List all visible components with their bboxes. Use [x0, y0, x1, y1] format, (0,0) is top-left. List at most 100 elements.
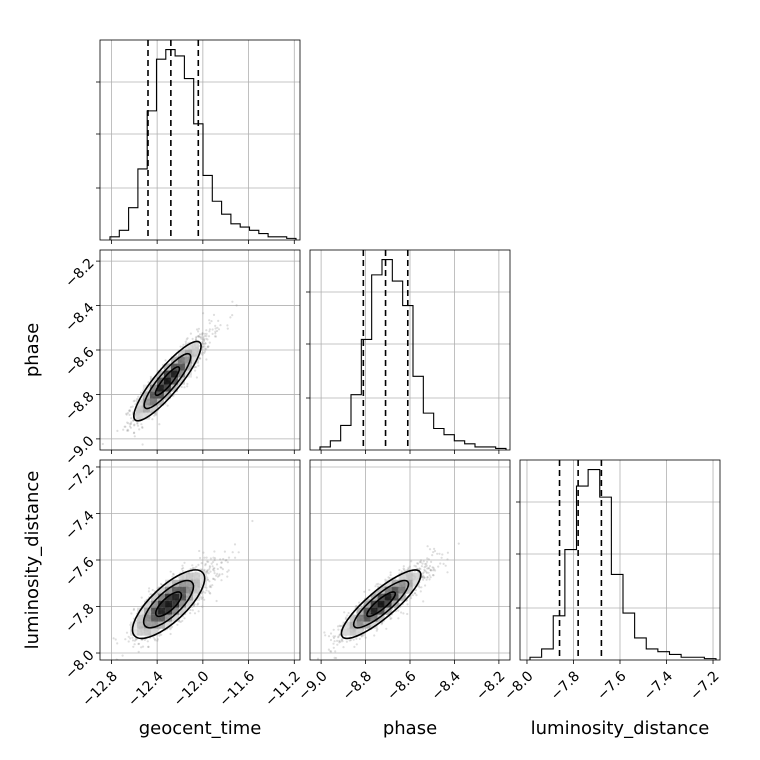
sample-point	[204, 591, 207, 594]
y-axis-label: luminosity_distance	[22, 471, 43, 650]
sample-point	[206, 338, 209, 341]
sample-point	[199, 556, 202, 560]
sample-point	[429, 569, 432, 572]
sample-point	[224, 559, 227, 562]
sample-point	[428, 565, 432, 568]
density-cell	[165, 600, 173, 608]
sample-point	[133, 639, 136, 642]
density-cell	[172, 600, 180, 608]
sample-point	[406, 612, 409, 616]
sample-point	[213, 335, 217, 338]
sample-point	[205, 329, 208, 332]
sample-point	[403, 568, 406, 571]
sample-point	[164, 359, 167, 362]
panel-content	[100, 460, 300, 660]
sample-point	[176, 623, 179, 626]
sample-point	[133, 643, 136, 646]
sample-point	[196, 603, 199, 606]
sample-point	[218, 573, 221, 576]
sample-point	[446, 571, 449, 574]
sample-point	[330, 650, 333, 653]
sample-point	[202, 337, 206, 341]
density-cell	[165, 607, 173, 615]
sample-point	[132, 432, 136, 435]
density-cell	[142, 412, 150, 420]
sample-point	[126, 428, 129, 431]
panel-content	[310, 460, 510, 660]
sample-point	[225, 559, 228, 562]
sample-point	[200, 596, 203, 599]
sample-point	[377, 582, 380, 586]
sample-point	[151, 418, 154, 421]
x-tick-label: −7.4	[641, 668, 676, 703]
density-cell	[172, 607, 180, 615]
sample-point	[424, 584, 427, 587]
sample-point	[195, 565, 198, 568]
sample-point	[215, 563, 219, 566]
sample-point	[210, 320, 213, 323]
sample-point	[189, 332, 192, 335]
sample-point	[125, 412, 128, 415]
y-tick-label: −7.4	[62, 508, 97, 543]
sample-point	[186, 385, 189, 388]
sample-point	[197, 330, 200, 333]
sample-point	[207, 572, 210, 575]
x-tick-label: −11.6	[217, 668, 259, 710]
sample-point	[402, 612, 405, 615]
sample-point	[181, 619, 184, 623]
sample-point	[208, 565, 211, 568]
sample-point	[353, 645, 356, 649]
sample-point	[327, 648, 330, 651]
sample-point	[147, 645, 150, 649]
sample-point	[131, 636, 134, 639]
sample-point	[130, 612, 133, 615]
sample-point	[136, 422, 139, 425]
sample-point	[132, 400, 135, 403]
density-cell	[151, 600, 159, 608]
sample-point	[422, 560, 425, 563]
sample-point	[128, 409, 131, 412]
sample-point	[155, 413, 158, 416]
y-tick-label: −8.8	[62, 389, 97, 424]
sample-point	[204, 342, 207, 345]
sample-point	[212, 560, 215, 564]
sample-point	[179, 345, 182, 348]
sample-point	[208, 566, 211, 569]
sample-point	[127, 635, 130, 638]
sample-point	[149, 593, 152, 596]
sample-point	[413, 592, 416, 595]
sample-point	[147, 645, 150, 649]
density-cell	[179, 600, 187, 608]
sample-point	[129, 426, 132, 429]
sample-point	[212, 577, 215, 581]
sample-point	[213, 559, 216, 562]
sample-point	[201, 353, 204, 356]
sample-point	[219, 566, 222, 569]
sample-point	[129, 423, 132, 426]
sample-point	[133, 424, 136, 427]
sample-point	[207, 345, 210, 348]
sample-point	[140, 646, 143, 649]
sample-point	[426, 557, 429, 560]
sample-point	[159, 582, 163, 586]
y-tick-label: −8.0	[62, 647, 97, 682]
sample-point	[191, 567, 194, 570]
panel-content	[100, 250, 300, 450]
sample-point	[186, 382, 189, 385]
sample-point	[446, 551, 449, 554]
sample-point	[200, 336, 203, 339]
sample-point	[431, 566, 434, 569]
sample-point	[136, 421, 139, 424]
sample-point	[205, 334, 208, 337]
sample-point	[127, 640, 130, 643]
contour-line	[131, 569, 206, 640]
sample-point	[385, 627, 388, 630]
density-cell	[130, 628, 138, 636]
histogram-step	[319, 258, 507, 450]
sample-point	[202, 343, 206, 346]
sample-point	[216, 329, 219, 333]
density-cell	[137, 621, 145, 629]
sample-point	[329, 638, 333, 642]
contour-line	[154, 366, 181, 397]
sample-point	[216, 575, 219, 578]
